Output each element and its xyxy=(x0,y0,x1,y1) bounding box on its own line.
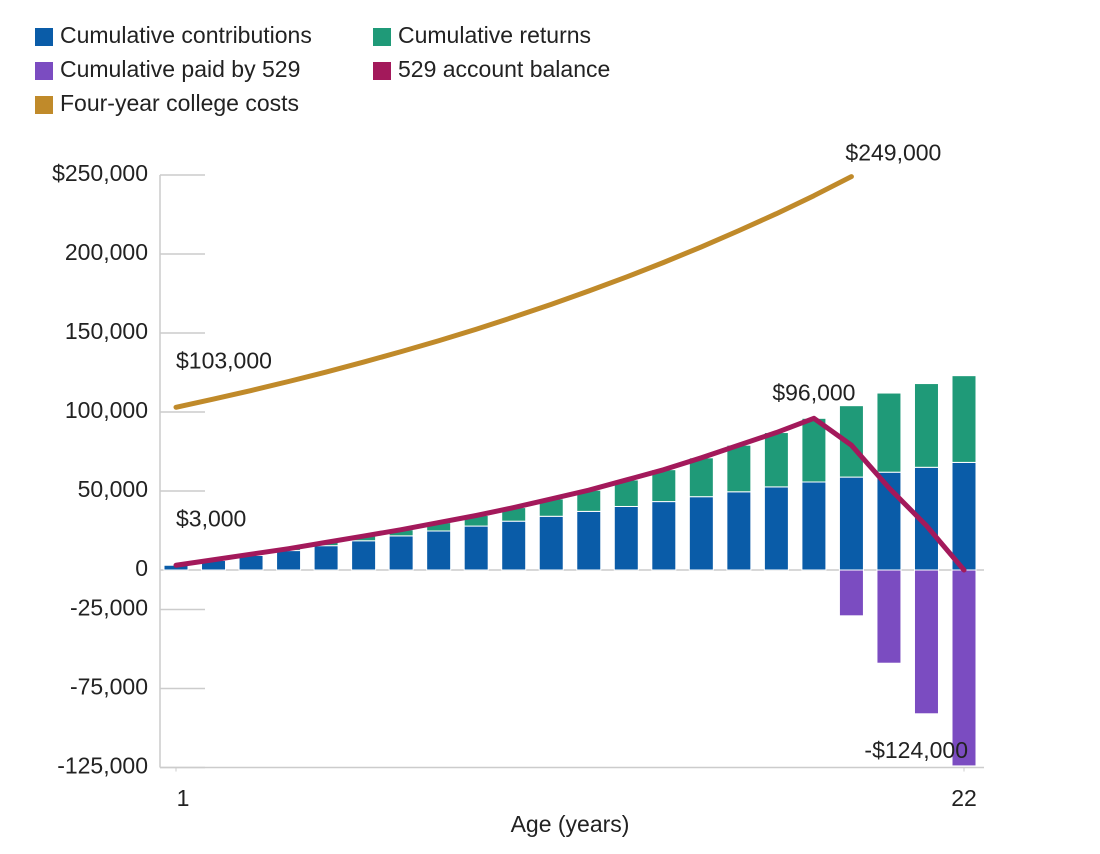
legend-swatch xyxy=(373,28,391,46)
bar xyxy=(426,530,452,571)
bar xyxy=(651,501,677,571)
bar xyxy=(876,569,902,664)
bar xyxy=(463,525,489,571)
x-axis-title: Age (years) xyxy=(511,811,630,837)
y-tick-label: 50,000 xyxy=(78,476,148,502)
legend-swatch xyxy=(35,28,53,46)
y-tick-label: 100,000 xyxy=(65,397,148,423)
bar xyxy=(951,569,977,767)
legend-swatch xyxy=(373,62,391,80)
bar xyxy=(313,545,339,571)
bar xyxy=(763,432,789,488)
bar xyxy=(388,535,414,571)
data-label: $3,000 xyxy=(176,505,246,531)
bar xyxy=(688,457,714,498)
y-tick-label: -125,000 xyxy=(57,753,148,779)
line xyxy=(173,174,854,410)
bar xyxy=(688,496,714,571)
bar xyxy=(913,383,939,468)
y-tick-label: 150,000 xyxy=(65,318,148,344)
bar xyxy=(651,469,677,503)
legend-label: 529 account balance xyxy=(398,56,610,82)
bar xyxy=(801,417,827,483)
bar xyxy=(913,569,939,715)
y-tick-label: $250,000 xyxy=(52,160,148,186)
x-tick-label: 22 xyxy=(951,785,977,811)
data-label: $249,000 xyxy=(845,140,941,166)
bar xyxy=(763,486,789,571)
legend-swatch xyxy=(35,96,53,114)
bar xyxy=(951,461,977,571)
line xyxy=(173,415,967,573)
bar xyxy=(576,510,602,571)
bar xyxy=(613,505,639,571)
legend-label: Cumulative paid by 529 xyxy=(60,56,300,82)
legend-label: Cumulative contributions xyxy=(60,22,312,48)
bar xyxy=(801,481,827,571)
y-tick-label: -25,000 xyxy=(70,595,148,621)
data-label: $103,000 xyxy=(176,347,272,373)
bar xyxy=(838,476,864,571)
legend-label: Cumulative returns xyxy=(398,22,591,48)
y-tick-label: 200,000 xyxy=(65,239,148,265)
data-label: -$124,000 xyxy=(864,737,968,763)
y-tick-label: 0 xyxy=(135,555,148,581)
bar xyxy=(351,540,377,571)
y-tick-label: -75,000 xyxy=(70,674,148,700)
bar xyxy=(726,491,752,571)
legend-label: Four-year college costs xyxy=(60,90,299,116)
bar xyxy=(951,375,977,463)
bar xyxy=(276,550,302,571)
x-tick-label: 1 xyxy=(177,785,190,811)
bar xyxy=(876,392,902,473)
bar xyxy=(726,444,752,493)
bar xyxy=(501,520,527,571)
data-label: $96,000 xyxy=(772,379,855,405)
bar xyxy=(838,569,864,617)
legend-swatch xyxy=(35,62,53,80)
bar xyxy=(538,515,564,571)
